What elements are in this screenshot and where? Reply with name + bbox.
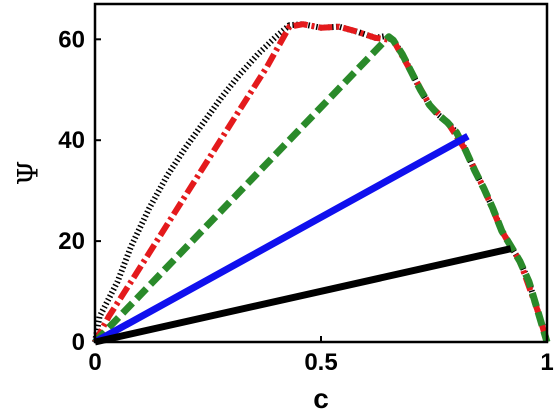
ticks-layer: 0 0.5 1 0 20 40 60 — [58, 26, 553, 376]
series-line-4 — [93, 133, 470, 346]
y-tick-label: 20 — [58, 228, 85, 255]
x-tick-label: 0 — [88, 349, 101, 376]
x-axis-label: c — [313, 383, 329, 414]
y-tick-label: 60 — [58, 26, 85, 53]
y-tick-label: 40 — [58, 127, 85, 154]
series-line-5 — [94, 245, 512, 346]
y-tick-label: 0 — [72, 329, 85, 356]
y-axis-label: Ψ — [12, 161, 45, 186]
x-tick-label: 0.5 — [304, 349, 337, 376]
series-layer — [92, 21, 551, 346]
x-tick-label: 1 — [540, 349, 553, 376]
